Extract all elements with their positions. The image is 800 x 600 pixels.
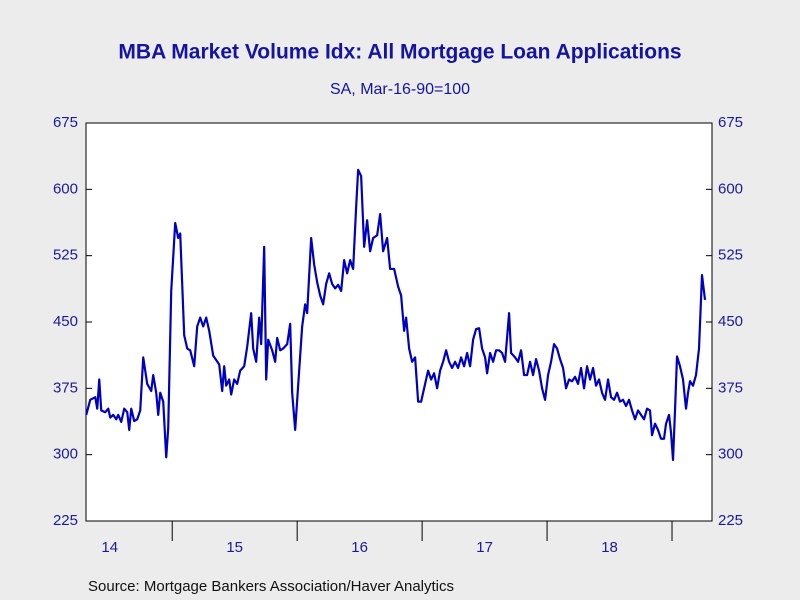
y-tick-label: 300 [53, 446, 78, 463]
y2-tick-label: 300 [718, 446, 743, 463]
source-note: Source: Mortgage Bankers Association/Hav… [88, 578, 454, 595]
y-tick-label: 525 [53, 247, 78, 264]
x-tick-label: 14 [101, 539, 118, 556]
chart-title: MBA Market Volume Idx: All Mortgage Loan… [118, 41, 681, 64]
y-tick-label: 375 [53, 379, 78, 396]
y2-tick-label: 225 [718, 512, 743, 529]
y-tick-label: 225 [53, 512, 78, 529]
plot-area [85, 122, 713, 522]
x-tick-label: 15 [226, 539, 243, 556]
y-tick-label: 600 [53, 180, 78, 197]
y2-tick-label: 450 [718, 313, 743, 330]
y2-tick-label: 525 [718, 247, 743, 264]
y2-tick-label: 375 [718, 379, 743, 396]
x-tick-label: 18 [601, 539, 618, 556]
y2-tick-label: 675 [718, 114, 743, 131]
data-line [85, 168, 707, 462]
y2-tick-label: 600 [718, 180, 743, 197]
y-tick-label: 450 [53, 313, 78, 330]
x-tick-label: 16 [351, 539, 368, 556]
y-tick-label: 675 [53, 114, 78, 131]
x-tick-label: 17 [476, 539, 493, 556]
chart-subtitle: SA, Mar-16-90=100 [330, 81, 470, 98]
